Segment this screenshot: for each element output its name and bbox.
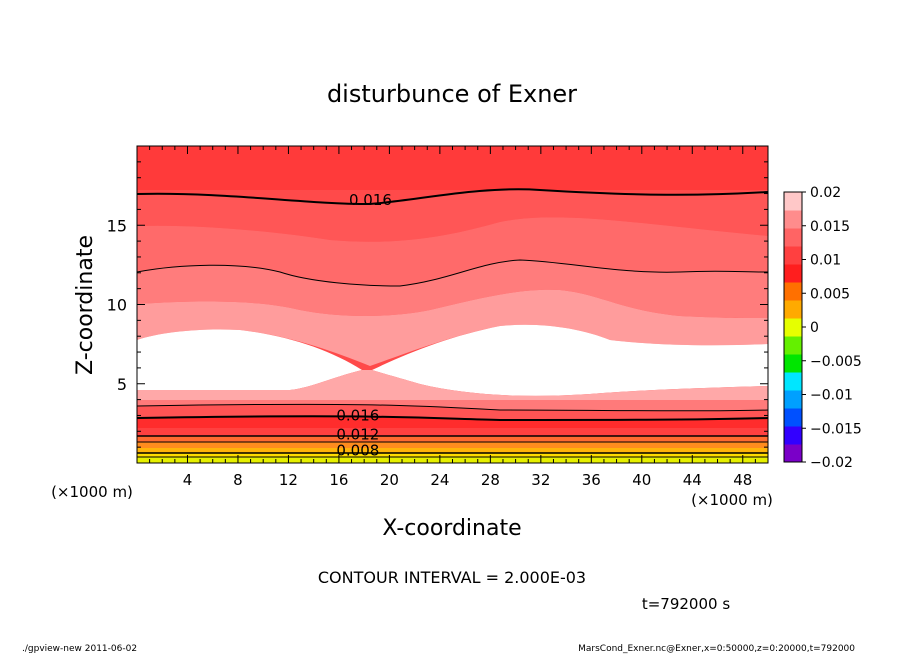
y-axis: 5 10 15 bbox=[107, 161, 768, 448]
colorbar-label-0: 0.02 bbox=[810, 185, 841, 201]
colorbar-swatch-2 bbox=[784, 408, 802, 427]
contour-line-016-lower bbox=[136, 415, 769, 422]
colorbar-swatch-7 bbox=[784, 318, 802, 337]
footer-right: MarsCond_Exner.nc@Exner,x=0:50000,z=0:20… bbox=[578, 644, 855, 654]
x-tick-label-4: 20 bbox=[380, 471, 399, 489]
white-zone-left bbox=[137, 329, 362, 390]
time-text: t=792000 s bbox=[642, 595, 730, 613]
colorbar-label-2: 0.01 bbox=[810, 253, 841, 269]
band-lower-8 bbox=[137, 453, 768, 457]
colorbar-swatch-10 bbox=[784, 264, 802, 283]
contour-interval-text: CONTOUR INTERVAL = 2.000E-03 bbox=[318, 568, 586, 587]
x-tick-label-2: 12 bbox=[279, 471, 298, 489]
colorbar-swatch-3 bbox=[784, 390, 802, 409]
colorbar-label-4: 0 bbox=[810, 320, 819, 336]
contour-label-3: 0.008 bbox=[336, 441, 379, 459]
x-tick-label-11: 48 bbox=[733, 471, 752, 489]
colorbar-label-5: −0.005 bbox=[810, 354, 862, 370]
band-lower-pink bbox=[137, 370, 768, 400]
colorbar-swatch-1 bbox=[784, 426, 802, 445]
x-axis: 4 8 12 16 20 24 28 32 36 40 44 48 bbox=[149, 146, 756, 489]
contour-line-014-lower bbox=[136, 403, 769, 412]
colorbar-swatch-11 bbox=[784, 246, 802, 265]
colorbar-label-8: −0.02 bbox=[810, 455, 853, 471]
colorbar-swatch-12 bbox=[784, 228, 802, 247]
x-tick-label-3: 16 bbox=[329, 471, 348, 489]
x-axis-label: X-coordinate bbox=[382, 516, 521, 541]
band-lower-7 bbox=[137, 448, 768, 453]
contour-label-0: 0.016 bbox=[349, 191, 392, 209]
colorbar-label-6: −0.01 bbox=[810, 388, 853, 404]
colorbar-swatch-5 bbox=[784, 354, 802, 373]
band-top-dark-red bbox=[137, 146, 768, 190]
y-tick-label-2: 15 bbox=[107, 216, 127, 235]
colorbar-swatch-6 bbox=[784, 336, 802, 355]
x-tick-label-0: 4 bbox=[183, 471, 193, 489]
contour-line-014 bbox=[136, 259, 769, 287]
y-axis-label: Z-coordinate bbox=[73, 235, 98, 375]
contour-line-016-upper bbox=[136, 188, 769, 206]
x-tick-label-8: 36 bbox=[582, 471, 601, 489]
x-tick-label-7: 32 bbox=[531, 471, 550, 489]
band-upper-red bbox=[137, 189, 768, 242]
x-unit-right: (×1000 m) bbox=[691, 491, 773, 509]
band-lower-4 bbox=[137, 428, 768, 436]
colorbar-label-3: 0.005 bbox=[810, 286, 850, 302]
contour-label-1: 0.016 bbox=[336, 406, 379, 424]
chart-title: disturbunce of Exner bbox=[327, 80, 577, 108]
y-tick-label-1: 10 bbox=[107, 296, 127, 315]
x-unit-left: (×1000 m) bbox=[51, 483, 133, 501]
band-lower-1 bbox=[137, 400, 768, 411]
colorbar-swatch-14 bbox=[784, 192, 802, 211]
band-lower-3 bbox=[137, 416, 768, 428]
colorbar-label-1: 0.015 bbox=[810, 219, 850, 235]
footer-left: ./gpview-new 2011-06-02 bbox=[22, 644, 137, 654]
colorbar-label-7: −0.015 bbox=[810, 421, 862, 437]
x-tick-label-6: 28 bbox=[481, 471, 500, 489]
x-tick-label-9: 40 bbox=[632, 471, 651, 489]
y-tick-label-0: 5 bbox=[117, 375, 127, 394]
colorbar-swatch-13 bbox=[784, 210, 802, 229]
band-lower-6 bbox=[137, 442, 768, 448]
colorbar-swatch-4 bbox=[784, 372, 802, 391]
colorbar-swatch-0 bbox=[784, 444, 802, 463]
colorbar-swatch-8 bbox=[784, 300, 802, 319]
band-lower-5 bbox=[137, 436, 768, 442]
white-zone-right bbox=[372, 324, 768, 396]
band-pink bbox=[137, 289, 768, 366]
contour-label-2: 0.012 bbox=[336, 425, 379, 443]
x-tick-label-10: 44 bbox=[683, 471, 702, 489]
band-light-red bbox=[137, 260, 768, 318]
x-tick-label-5: 24 bbox=[430, 471, 449, 489]
colorbar: 0.02 0.015 0.01 0.005 0 −0.005 −0.01 −0.015 −0.0… bbox=[783, 185, 862, 471]
colorbar-swatch-9 bbox=[784, 282, 802, 301]
x-tick-label-1: 8 bbox=[233, 471, 243, 489]
